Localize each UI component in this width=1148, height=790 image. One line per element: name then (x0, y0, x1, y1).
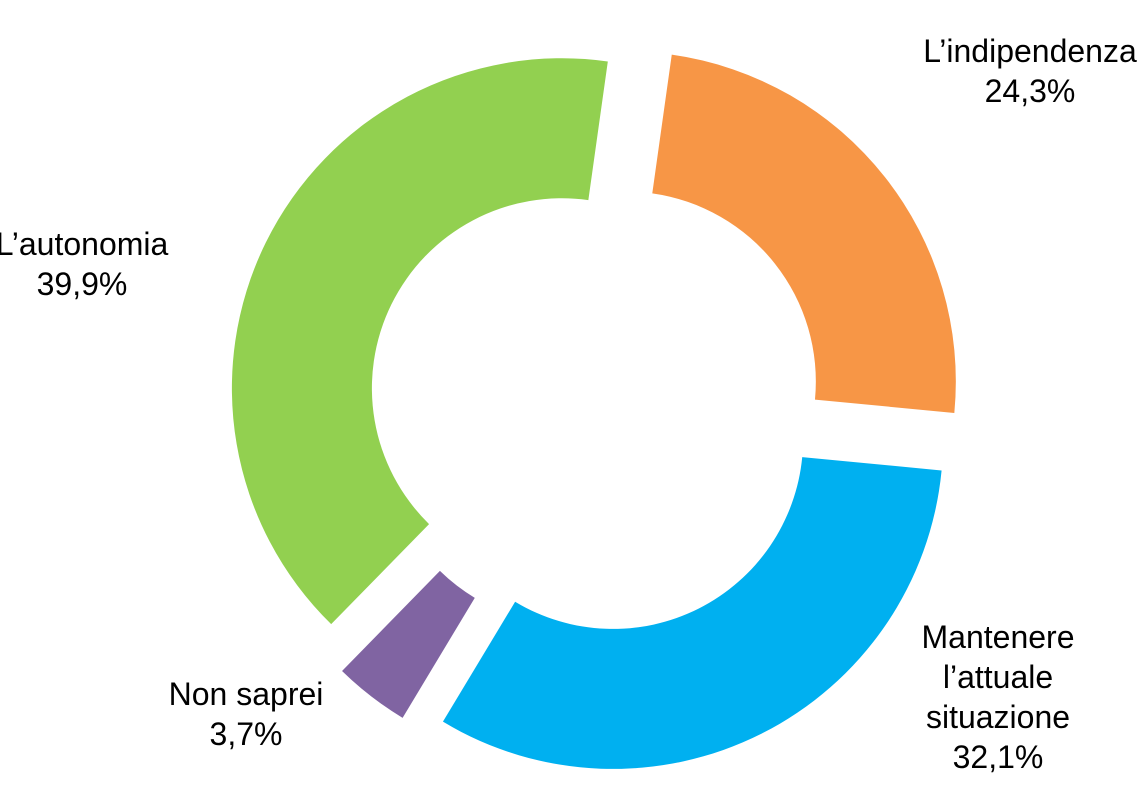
slice-mantenere-lattuale-situazione (442, 457, 942, 769)
chart-slices (231, 54, 956, 769)
label-category-line: Non saprei (169, 676, 324, 712)
label-value: 32,1% (953, 739, 1044, 775)
label-mantenere-lattuale-situazione: Mantenere l’attuale situazione 32,1% (922, 619, 1075, 775)
label-value: 24,3% (985, 73, 1076, 109)
label-category-line: Mantenere (922, 619, 1075, 655)
chart-labels: L’indipendenza 24,3% Mantenere l’attuale sit… (0, 33, 1137, 775)
label-lautonomia: L’autonomia 39,9% (0, 226, 168, 302)
label-category-line: l’attuale (943, 659, 1053, 695)
slice-non-saprei (342, 570, 475, 718)
label-value: 3,7% (210, 716, 283, 752)
label-category-line: situazione (926, 699, 1070, 735)
label-lindipendenza: L’indipendenza 24,3% (923, 33, 1137, 109)
slice-lautonomia (231, 58, 608, 625)
label-non-saprei: Non saprei 3,7% (169, 676, 324, 752)
label-value: 39,9% (37, 266, 128, 302)
label-category-line: L’autonomia (0, 226, 168, 262)
label-category-line: L’indipendenza (923, 33, 1137, 69)
slice-lindipendenza (652, 54, 956, 413)
